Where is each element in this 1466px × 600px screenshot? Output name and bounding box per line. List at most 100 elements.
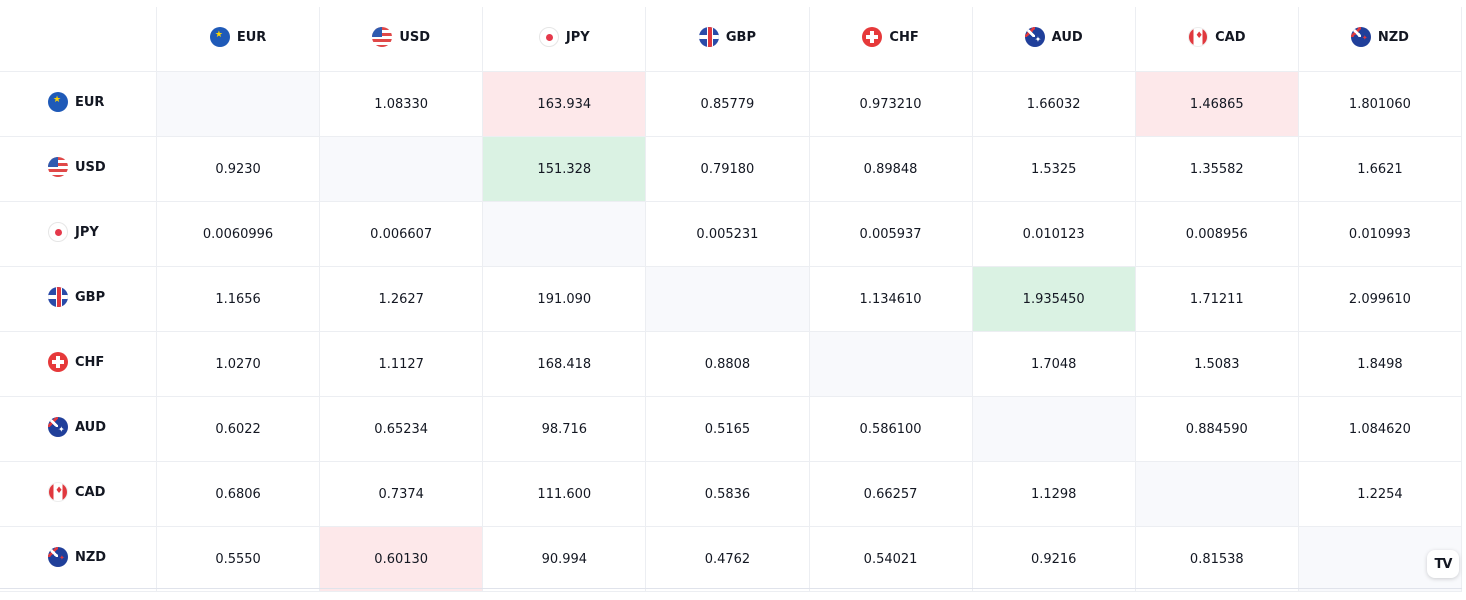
rate-cell-gbp-nzd[interactable]: 2.099610: [1297, 266, 1463, 332]
rate-cell-aud-chf[interactable]: 0.586100: [808, 396, 973, 462]
rate-cell-eur-usd[interactable]: 1.08330: [319, 71, 484, 137]
rate-cell-chf-usd[interactable]: 1.1127: [319, 331, 484, 397]
rate-cell-eur-chf[interactable]: 0.973210: [808, 71, 973, 137]
rate-cell-cad-aud[interactable]: 1.1298: [971, 461, 1136, 527]
rate-cell-chf-aud[interactable]: 1.7048: [971, 331, 1136, 397]
column-currency-aud[interactable]: AUD: [1024, 27, 1083, 47]
row-header-nzd: NZD: [0, 526, 157, 592]
rate-cell-jpy-nzd[interactable]: 0.010993: [1297, 201, 1463, 267]
empty-diagonal-cell: [482, 201, 647, 267]
row-currency-nzd[interactable]: NZD: [48, 547, 106, 567]
rate-cell-jpy-usd[interactable]: 0.006607: [319, 201, 484, 267]
rate-cell-eur-cad[interactable]: 1.46865: [1134, 71, 1299, 137]
corner-cell: [0, 7, 157, 72]
ca-flag-icon: [1188, 27, 1209, 47]
us-flag-icon: [372, 27, 393, 47]
rate-cell-cad-eur[interactable]: 0.6806: [155, 461, 321, 527]
currency-label: GBP: [725, 29, 756, 45]
rate-cell-aud-gbp[interactable]: 0.5165: [645, 396, 810, 462]
rate-cell-usd-chf[interactable]: 0.89848: [808, 136, 973, 202]
row-currency-eur[interactable]: EUR: [48, 92, 104, 112]
rate-cell-usd-jpy[interactable]: 151.328: [482, 136, 647, 202]
rate-cell-nzd-usd[interactable]: 0.60130: [319, 526, 484, 592]
rate-cell-aud-eur[interactable]: 0.6022: [155, 396, 321, 462]
rate-cell-gbp-chf[interactable]: 1.134610: [808, 266, 973, 332]
rate-cell-chf-gbp[interactable]: 0.8808: [645, 331, 810, 397]
rate-cell-usd-gbp[interactable]: 0.79180: [645, 136, 810, 202]
column-currency-gbp[interactable]: GBP: [698, 27, 756, 47]
rate-cell-eur-nzd[interactable]: 1.801060: [1297, 71, 1463, 137]
rate-cell-usd-nzd[interactable]: 1.6621: [1297, 136, 1463, 202]
rate-cell-chf-eur[interactable]: 1.0270: [155, 331, 321, 397]
ch-flag-icon: [862, 27, 883, 47]
rate-cell-chf-nzd[interactable]: 1.8498: [1297, 331, 1463, 397]
column-header-gbp: GBP: [645, 7, 810, 72]
rate-cell-jpy-cad[interactable]: 0.008956: [1134, 201, 1299, 267]
tradingview-logo-icon[interactable]: TV: [1427, 550, 1459, 578]
rate-cell-eur-gbp[interactable]: 0.85779: [645, 71, 810, 137]
rate-cell-nzd-aud[interactable]: 0.9216: [971, 526, 1136, 592]
logo-text: TV: [1434, 556, 1453, 572]
rate-cell-nzd-chf[interactable]: 0.54021: [808, 526, 973, 592]
empty-diagonal-cell: [645, 266, 810, 332]
jp-flag-icon: [538, 27, 559, 47]
column-header-eur: EUR: [155, 7, 321, 72]
ch-flag-icon: [48, 352, 68, 372]
rate-cell-jpy-chf[interactable]: 0.005937: [808, 201, 973, 267]
row-currency-gbp[interactable]: GBP: [48, 287, 105, 307]
rate-cell-nzd-gbp[interactable]: 0.4762: [645, 526, 810, 592]
rate-cell-aud-jpy[interactable]: 98.716: [482, 396, 647, 462]
eu-flag-icon: [209, 27, 230, 47]
rate-cell-eur-aud[interactable]: 1.66032: [971, 71, 1136, 137]
rate-cell-nzd-eur[interactable]: 0.5550: [155, 526, 321, 592]
au-flag-icon: [48, 417, 68, 437]
rate-cell-usd-eur[interactable]: 0.9230: [155, 136, 321, 202]
row-currency-jpy[interactable]: JPY: [48, 222, 99, 242]
column-currency-usd[interactable]: USD: [372, 27, 430, 47]
rate-cell-aud-cad[interactable]: 0.884590: [1134, 396, 1299, 462]
rate-cell-cad-gbp[interactable]: 0.5836: [645, 461, 810, 527]
column-currency-cad[interactable]: CAD: [1188, 27, 1246, 47]
empty-diagonal-cell: [1134, 461, 1299, 527]
column-header-chf: CHF: [808, 7, 973, 72]
row-currency-usd[interactable]: USD: [48, 157, 106, 177]
rate-cell-cad-nzd[interactable]: 1.2254: [1297, 461, 1463, 527]
rate-cell-gbp-aud[interactable]: 1.935450: [971, 266, 1136, 332]
row-header-cad: CAD: [0, 461, 157, 527]
rate-cell-cad-chf[interactable]: 0.66257: [808, 461, 973, 527]
rate-cell-cad-jpy[interactable]: 111.600: [482, 461, 647, 527]
rate-cell-gbp-usd[interactable]: 1.2627: [319, 266, 484, 332]
currency-label: USD: [75, 159, 106, 175]
table-row-chf: CHF 1.0270 1.1127 168.418 0.8808 1.7048 1.5083…: [0, 331, 1463, 397]
rate-cell-aud-usd[interactable]: 0.65234: [319, 396, 484, 462]
column-header-jpy: JPY: [482, 7, 647, 72]
rate-cell-aud-nzd[interactable]: 1.084620: [1297, 396, 1463, 462]
row-currency-cad[interactable]: CAD: [48, 482, 105, 502]
empty-diagonal-cell: [319, 136, 484, 202]
rate-cell-nzd-jpy[interactable]: 90.994: [482, 526, 647, 592]
rate-cell-cad-usd[interactable]: 0.7374: [319, 461, 484, 527]
rate-cell-eur-jpy[interactable]: 163.934: [482, 71, 647, 137]
rate-cell-gbp-eur[interactable]: 1.1656: [155, 266, 321, 332]
currency-label: USD: [399, 29, 431, 45]
row-currency-aud[interactable]: AUD: [48, 417, 106, 437]
gb-flag-icon: [48, 287, 68, 307]
column-currency-jpy[interactable]: JPY: [538, 27, 590, 47]
rate-cell-gbp-jpy[interactable]: 191.090: [482, 266, 647, 332]
currency-label: EUR: [75, 94, 105, 110]
column-currency-eur[interactable]: EUR: [209, 27, 266, 47]
currency-label: CAD: [75, 484, 106, 500]
rate-cell-chf-jpy[interactable]: 168.418: [482, 331, 647, 397]
row-currency-chf[interactable]: CHF: [48, 352, 104, 372]
rate-cell-usd-aud[interactable]: 1.5325: [971, 136, 1136, 202]
rate-cell-nzd-cad[interactable]: 0.81538: [1134, 526, 1299, 592]
column-currency-nzd[interactable]: NZD: [1350, 27, 1409, 47]
rate-cell-chf-cad[interactable]: 1.5083: [1134, 331, 1299, 397]
rate-cell-jpy-aud[interactable]: 0.010123: [971, 201, 1136, 267]
empty-diagonal-cell: [808, 331, 973, 397]
rate-cell-usd-cad[interactable]: 1.35582: [1134, 136, 1299, 202]
rate-cell-jpy-eur[interactable]: 0.0060996: [155, 201, 321, 267]
rate-cell-gbp-cad[interactable]: 1.71211: [1134, 266, 1299, 332]
rate-cell-jpy-gbp[interactable]: 0.005231: [645, 201, 810, 267]
column-currency-chf[interactable]: CHF: [862, 27, 919, 47]
